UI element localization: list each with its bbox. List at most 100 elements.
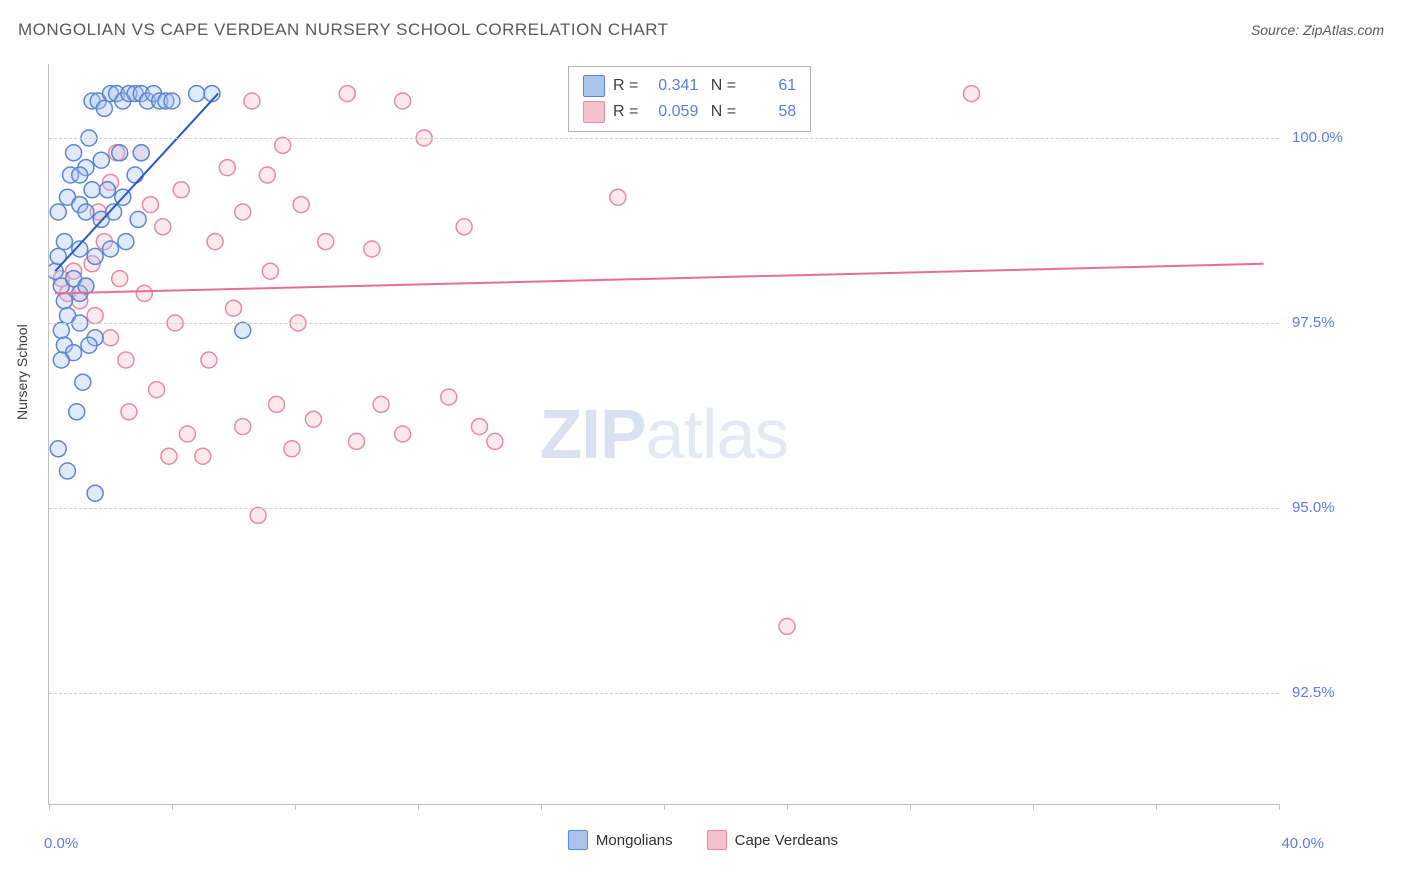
swatch-mongolians (583, 75, 605, 97)
x-tick (49, 804, 50, 810)
gridline (49, 693, 1279, 694)
scatter-point (103, 241, 119, 257)
scatter-point (56, 234, 72, 250)
scatter-point (149, 382, 165, 398)
scatter-point (189, 86, 205, 102)
scatter-point (121, 404, 137, 420)
legend-label-mongolians: Mongolians (596, 832, 673, 849)
x-tick (1156, 804, 1157, 810)
scatter-point (305, 411, 321, 427)
gridline (49, 323, 1279, 324)
x-tick (295, 804, 296, 810)
plot-area: ZIPatlas (48, 64, 1279, 805)
scatter-point (112, 271, 128, 287)
scatter-point (56, 293, 72, 309)
x-tick (541, 804, 542, 810)
scatter-point (96, 100, 112, 116)
x-min-label: 0.0% (44, 835, 78, 852)
x-tick (787, 804, 788, 810)
scatter-point (75, 374, 91, 390)
legend-bottom: Mongolians Cape Verdeans (568, 830, 838, 850)
scatter-point (339, 86, 355, 102)
scatter-point (349, 433, 365, 449)
scatter-point (118, 234, 134, 250)
scatter-point (78, 204, 94, 220)
scatter-point (103, 330, 119, 346)
gridline (49, 138, 1279, 139)
scatter-point (179, 426, 195, 442)
stat-n-value-0: 61 (744, 73, 796, 99)
scatter-point (318, 234, 334, 250)
y-axis-title: Nursery School (14, 324, 30, 420)
legend-label-capeverdeans: Cape Verdeans (735, 832, 838, 849)
scatter-point (87, 308, 103, 324)
scatter-point (118, 352, 134, 368)
y-tick-label: 100.0% (1292, 129, 1343, 146)
scatter-point (235, 419, 251, 435)
scatter-point (50, 204, 66, 220)
scatter-point (373, 396, 389, 412)
scatter-point (779, 618, 795, 634)
stats-legend-box: R = 0.341 N = 61 R = 0.059 N = 58 (568, 66, 811, 132)
x-tick (1033, 804, 1034, 810)
gridline (49, 508, 1279, 509)
stat-r-value-1: 0.059 (646, 99, 698, 125)
stat-n-label: N = (706, 99, 736, 125)
scatter-point (133, 145, 149, 161)
scatter-point (395, 426, 411, 442)
scatter-point (269, 396, 285, 412)
scatter-point (87, 248, 103, 264)
legend-item-capeverdeans: Cape Verdeans (707, 830, 838, 850)
scatter-point (127, 167, 143, 183)
scatter-point (201, 352, 217, 368)
scatter-point (364, 241, 380, 257)
x-tick (910, 804, 911, 810)
trend-line (55, 264, 1263, 294)
x-tick (172, 804, 173, 810)
scatter-point (207, 234, 223, 250)
scatter-point (456, 219, 472, 235)
x-tick (1279, 804, 1280, 810)
scatter-point (69, 404, 85, 420)
y-tick-label: 95.0% (1292, 499, 1335, 516)
scatter-point (293, 197, 309, 213)
scatter-point (219, 160, 235, 176)
legend-swatch-mongolians (568, 830, 588, 850)
scatter-point (964, 86, 980, 102)
y-tick-label: 92.5% (1292, 684, 1335, 701)
stat-n-label: N = (706, 73, 736, 99)
scatter-point (161, 448, 177, 464)
scatter-point (235, 322, 251, 338)
scatter-point (99, 182, 115, 198)
scatter-point (472, 419, 488, 435)
scatter-point (50, 441, 66, 457)
scatter-point (244, 93, 260, 109)
legend-swatch-capeverdeans (707, 830, 727, 850)
scatter-point (262, 263, 278, 279)
scatter-point (66, 145, 82, 161)
scatter-point (173, 182, 189, 198)
stat-n-value-1: 58 (744, 99, 796, 125)
scatter-point (136, 285, 152, 301)
stat-r-label: R = (613, 73, 638, 99)
scatter-point (259, 167, 275, 183)
swatch-capeverdeans (583, 101, 605, 123)
scatter-point (59, 463, 75, 479)
scatter-point (235, 204, 251, 220)
source-label: Source: ZipAtlas.com (1251, 22, 1384, 38)
scatter-point (441, 389, 457, 405)
scatter-point (155, 219, 171, 235)
scatter-point (81, 337, 97, 353)
legend-item-mongolians: Mongolians (568, 830, 673, 850)
scatter-point (84, 182, 100, 198)
scatter-point (53, 322, 69, 338)
chart-title: MONGOLIAN VS CAPE VERDEAN NURSERY SCHOOL… (18, 20, 669, 40)
scatter-point (87, 485, 103, 501)
scatter-point (275, 137, 291, 153)
x-tick (418, 804, 419, 810)
y-tick-label: 97.5% (1292, 314, 1335, 331)
stat-r-value-0: 0.341 (646, 73, 698, 99)
scatter-point (284, 441, 300, 457)
scatter-point (250, 507, 266, 523)
scatter-point (164, 93, 180, 109)
